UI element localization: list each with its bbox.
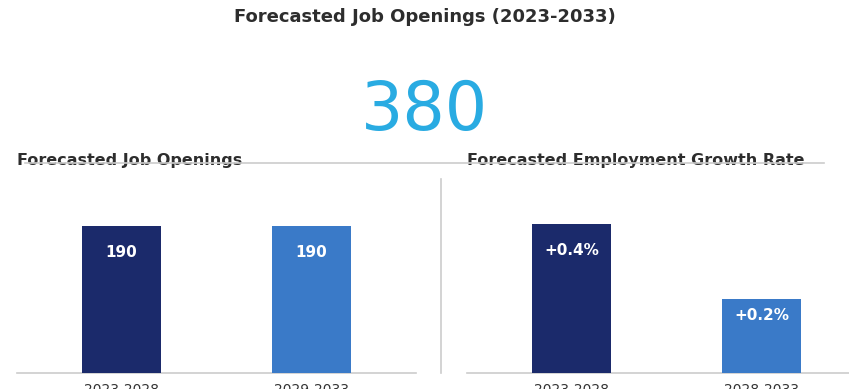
Text: +0.2%: +0.2%	[734, 308, 789, 323]
Text: +0.4%: +0.4%	[544, 243, 599, 258]
Text: 380: 380	[361, 79, 488, 144]
Bar	[531, 224, 611, 373]
Text: Forecasted Employment Growth Rate: Forecasted Employment Growth Rate	[467, 153, 805, 168]
Text: 190: 190	[295, 245, 328, 260]
Bar	[722, 299, 801, 373]
Text: 190: 190	[105, 245, 138, 260]
Bar	[272, 226, 351, 373]
Text: Forecasted Job Openings (2023-2033): Forecasted Job Openings (2023-2033)	[233, 8, 616, 26]
Text: Forecasted Job Openings: Forecasted Job Openings	[17, 153, 242, 168]
Bar	[82, 226, 161, 373]
